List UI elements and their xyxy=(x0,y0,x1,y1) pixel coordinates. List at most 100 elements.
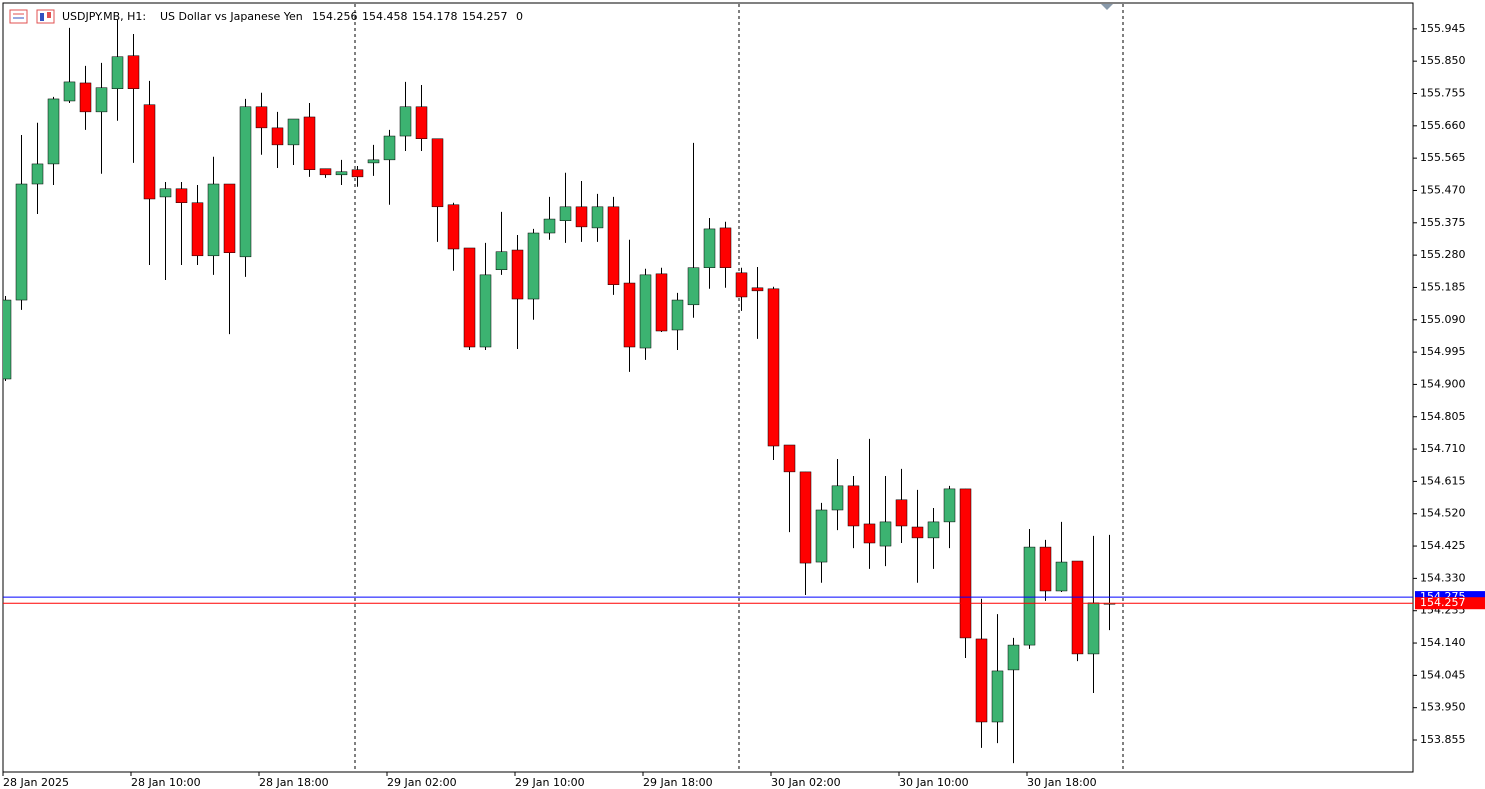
y-tick-label: 155.850 xyxy=(1420,54,1466,67)
candle-body xyxy=(847,485,860,527)
y-tick-label: 153.855 xyxy=(1420,733,1466,746)
candle-body xyxy=(47,98,60,165)
candle-body xyxy=(943,488,956,523)
candle-body xyxy=(991,670,1004,723)
candle-body xyxy=(63,81,76,102)
last-close: 154.257 xyxy=(462,10,508,23)
candle-body xyxy=(1055,561,1068,592)
candle-body xyxy=(959,488,972,639)
candle-body xyxy=(207,183,220,257)
icon xyxy=(47,12,51,18)
y-tick-label: 154.805 xyxy=(1420,410,1466,423)
candle-body xyxy=(351,169,364,178)
candle-body xyxy=(671,299,684,331)
candle-body xyxy=(415,106,428,139)
candle-body xyxy=(143,104,156,200)
y-tick-label: 154.615 xyxy=(1420,474,1466,487)
y-tick-label: 154.140 xyxy=(1420,636,1466,649)
x-tick-label: 29 Jan 10:00 xyxy=(515,776,585,789)
y-tick-label: 154.330 xyxy=(1420,571,1466,584)
candle-body xyxy=(399,106,412,137)
shift-marker xyxy=(1101,4,1113,10)
candle-body xyxy=(383,135,396,161)
candle-body xyxy=(175,188,188,203)
y-tick-label: 154.520 xyxy=(1420,507,1466,520)
y-tick-label: 155.280 xyxy=(1420,248,1466,261)
x-tick-label: 29 Jan 02:00 xyxy=(387,776,457,789)
y-tick-label: 155.660 xyxy=(1420,119,1466,132)
candle-body xyxy=(111,56,124,89)
candle-body xyxy=(159,188,172,198)
icon xyxy=(40,13,44,21)
candle-body xyxy=(735,272,748,298)
candle-body xyxy=(1087,602,1100,655)
candle-body xyxy=(239,106,252,258)
candle-body xyxy=(591,206,604,229)
candle-body xyxy=(1071,560,1084,655)
candle-body xyxy=(655,273,668,332)
candle-body xyxy=(895,499,908,527)
x-tick-label: 30 Jan 10:00 xyxy=(899,776,969,789)
candle-body xyxy=(319,168,332,176)
candle-body xyxy=(479,274,492,348)
candle-body xyxy=(271,127,284,146)
candle-body xyxy=(367,159,380,164)
x-tick-label: 28 Jan 18:00 xyxy=(259,776,329,789)
candle-body xyxy=(543,218,556,234)
candle-body xyxy=(799,471,812,564)
x-tick-label: 30 Jan 18:00 xyxy=(1027,776,1097,789)
candle-body xyxy=(879,521,892,547)
candle-body xyxy=(911,526,924,539)
y-tick-label: 155.470 xyxy=(1420,183,1466,196)
plot-area xyxy=(3,4,1124,772)
candle-body xyxy=(1039,546,1052,592)
candle-body xyxy=(191,202,204,257)
candle-body xyxy=(783,444,796,473)
y-tick-label: 154.045 xyxy=(1420,668,1466,681)
candle-body xyxy=(303,116,316,170)
candle-body xyxy=(15,183,28,301)
candle-body xyxy=(575,206,588,228)
description: US Dollar vs Japanese Yen xyxy=(160,10,303,23)
icon xyxy=(9,9,28,24)
candle-body xyxy=(287,118,300,146)
y-tick-label: 154.900 xyxy=(1420,377,1466,390)
x-tick-label: 28 Jan 2025 xyxy=(3,776,69,789)
candle-body xyxy=(831,485,844,511)
last-high: 154.458 xyxy=(362,10,408,23)
spread: 0 xyxy=(516,10,523,23)
candle-body xyxy=(607,206,620,285)
last-open: 154.256 xyxy=(312,10,358,23)
candle-body xyxy=(527,232,540,300)
x-tick-label: 29 Jan 18:00 xyxy=(643,776,713,789)
candle-body xyxy=(623,282,636,348)
candle-body xyxy=(495,251,508,271)
y-tick-label: 154.425 xyxy=(1420,539,1466,552)
candle-body xyxy=(687,267,700,306)
candle-body xyxy=(639,274,652,349)
header-icons xyxy=(9,9,55,24)
candle-body xyxy=(1007,644,1020,671)
candle-body xyxy=(559,206,572,222)
candle-body xyxy=(1023,546,1036,646)
candle-body xyxy=(751,287,764,292)
y-tick-label: 155.090 xyxy=(1420,313,1466,326)
candle-body xyxy=(927,521,940,539)
x-tick-label: 30 Jan 02:00 xyxy=(771,776,841,789)
bid-line-label-bg xyxy=(1415,597,1485,610)
candle-body xyxy=(3,299,12,380)
candle-body xyxy=(79,82,92,113)
y-tick-label: 155.375 xyxy=(1420,216,1466,229)
candle-body xyxy=(863,523,876,544)
candle-body xyxy=(815,509,828,563)
candle-body xyxy=(431,138,444,208)
candle-body xyxy=(975,638,988,723)
candle-body xyxy=(95,87,108,113)
y-tick-label: 155.185 xyxy=(1420,280,1466,293)
candle-body xyxy=(127,55,140,89)
y-tick-label: 155.945 xyxy=(1420,22,1466,35)
candle-body xyxy=(223,183,236,253)
candle-body xyxy=(703,228,716,268)
candle-body xyxy=(255,106,268,129)
